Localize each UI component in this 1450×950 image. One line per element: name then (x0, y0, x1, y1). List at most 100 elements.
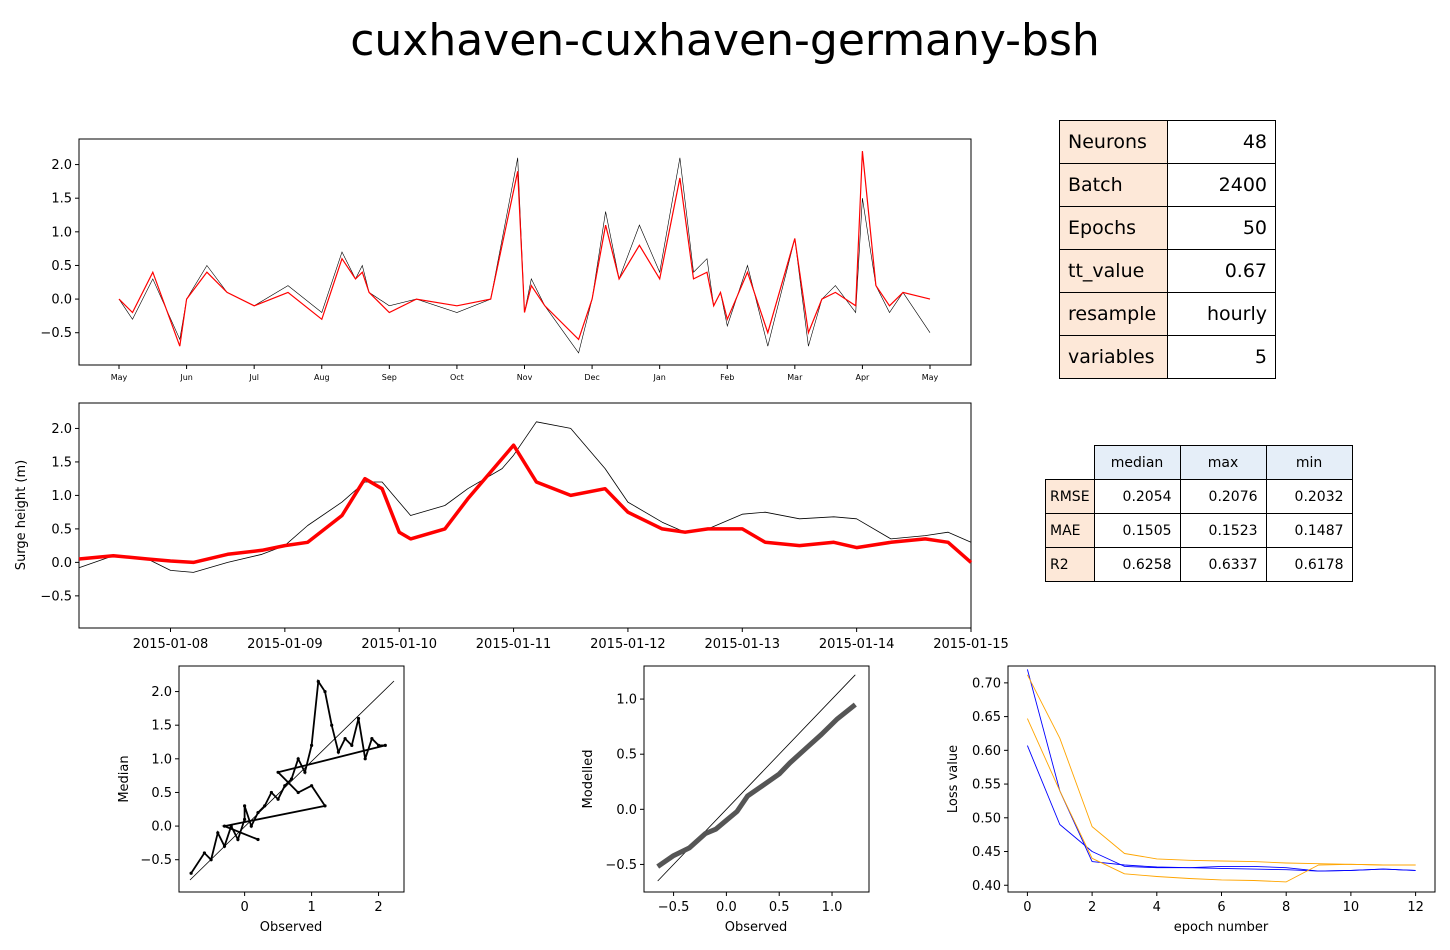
scatter-y-label: Median (117, 755, 132, 802)
annual-x-tick-label: Oct (450, 373, 464, 382)
qq-x-label: Observed (725, 920, 788, 935)
metrics-header-row: median max min (1046, 445, 1353, 480)
qq-x-tick-label: −0.5 (658, 900, 690, 915)
loss-series-line (1026, 674, 1416, 866)
params-row: variables 5 (1059, 335, 1276, 379)
qq-x-axis: −0.5 0.0 0.5 1.0 (658, 892, 842, 915)
params-row: tt_value 0.67 (1059, 249, 1276, 293)
scatter-point (209, 858, 213, 862)
params-row: Epochs 50 (1059, 206, 1276, 250)
metrics-row: MAE 0.1505 0.1523 0.1487 (1045, 513, 1353, 548)
scatter-point (256, 837, 260, 842)
scatter-x-tick-label: 2 (374, 900, 382, 915)
week-x-tick-label: 2015-01-14 (819, 637, 895, 652)
qq-y-tick-label: −0.5 (605, 858, 637, 873)
params-table: Neurons 48 Batch 2400 Epochs 50 tt_value 0.6… (1059, 120, 1276, 379)
scatter-y-axis: −0.5 0.0 0.5 1.0 1.5 2.0 (140, 685, 179, 868)
annual-series (118, 151, 931, 354)
param-key: resample (1059, 292, 1168, 336)
week-x-tick-label: 2015-01-11 (476, 637, 552, 652)
week-x-tick-label: 2015-01-09 (247, 637, 323, 652)
param-key: tt_value (1059, 249, 1168, 293)
loss-x-tick-label: 8 (1282, 900, 1290, 915)
annual-x-tick-label: Aug (314, 373, 330, 382)
loss-x-tick-label: 0 (1023, 900, 1031, 915)
qq-series-line (656, 702, 857, 869)
week-x-tick-label: 2015-01-15 (933, 637, 1009, 652)
week-series-line (78, 421, 972, 573)
metrics-row: RMSE 0.2054 0.2076 0.2032 (1045, 479, 1353, 514)
scatter-x-label: Observed (260, 920, 323, 935)
week-y-tick-label: 2.0 (51, 422, 72, 437)
metrics-row-label: R2 (1045, 547, 1095, 582)
loss-x-tick-label: 4 (1153, 900, 1161, 915)
scatter-point (222, 844, 227, 848)
qq-chart: −0.5 0.0 0.5 1.0 −0.5 0.0 0.5 1.0 Observed Mod… (581, 665, 870, 935)
annual-chart-frame (78, 138, 972, 366)
annual-x-tick-label: Mar (787, 373, 803, 382)
scatter-point (383, 743, 387, 748)
loss-x-label: epoch number (1174, 920, 1269, 935)
loss-y-tick-label: 0.40 (972, 879, 1001, 894)
metrics-cell: 0.2076 (1179, 479, 1267, 514)
qq-y-tick-label: 1.0 (616, 693, 637, 708)
week-y-tick-label: 0.5 (51, 522, 72, 537)
loss-x-axis: 0 2 4 6 8 10 12 (1023, 892, 1424, 915)
week-y-axis: −0.5 0.0 0.5 1.0 1.5 2.0 (40, 422, 79, 604)
scatter-point (256, 811, 260, 815)
week-series-line (78, 443, 973, 565)
scatter-y-tick-label: −0.5 (140, 853, 172, 868)
loss-y-label: Loss value (946, 745, 961, 813)
annual-y-tick-label: −0.5 (40, 326, 72, 341)
loss-series (1026, 669, 1416, 883)
param-value: 50 (1167, 206, 1276, 250)
scatter-point (263, 804, 267, 808)
scatter-point (323, 804, 327, 808)
week-x-axis: 2015-01-08 2015-01-09 2015-01-10 2015-01-11… (133, 628, 1009, 652)
annual-y-tick-label: 1.0 (51, 225, 72, 240)
param-key: Batch (1059, 163, 1168, 207)
week-chart-frame (78, 402, 972, 629)
param-value: 5 (1167, 335, 1276, 379)
scatter-point (310, 743, 314, 748)
param-key: variables (1059, 335, 1168, 379)
scatter-point (269, 790, 273, 795)
scatter-point (289, 777, 294, 781)
week-y-tick-label: 1.0 (51, 489, 72, 504)
scatter-point (283, 784, 287, 788)
metrics-cell: 0.1523 (1179, 513, 1267, 548)
metrics-col-header: min (1265, 445, 1353, 480)
annual-series-line (118, 151, 931, 347)
week-series (78, 421, 973, 573)
annual-x-tick-label: Apr (855, 373, 870, 382)
scatter-y-tick-label: 1.5 (151, 719, 172, 734)
scatter-point (202, 851, 206, 855)
loss-y-tick-label: 0.55 (972, 778, 1001, 793)
scatter-points (189, 678, 387, 875)
loss-series-line (1026, 718, 1416, 883)
scatter-point (303, 770, 307, 774)
scatter-point (377, 743, 381, 748)
scatter-point (296, 790, 300, 795)
loss-x-tick-label: 10 (1343, 900, 1360, 915)
metrics-cell: 0.1505 (1093, 513, 1181, 548)
param-value: 48 (1167, 120, 1276, 164)
annual-series-line (118, 157, 931, 354)
annual-x-axis: May Jun Jul Aug Sep Oct Nov Dec Jan Feb Mar Apr May (111, 365, 939, 382)
params-row: Batch 2400 (1059, 163, 1276, 207)
scatter-point (229, 824, 233, 828)
metrics-cell: 0.6337 (1179, 547, 1267, 582)
annual-x-tick-label: Jul (248, 373, 259, 382)
scatter-point (350, 743, 354, 748)
loss-y-tick-label: 0.65 (972, 710, 1001, 725)
annual-x-tick-label: May (111, 373, 128, 382)
scatter-y-tick-label: 0.0 (151, 820, 172, 835)
loss-y-tick-label: 0.50 (972, 811, 1001, 826)
scatter-point (323, 690, 327, 694)
scatter-point (222, 824, 227, 828)
scatter-point (249, 824, 253, 828)
annual-y-tick-label: 0.5 (51, 259, 72, 274)
qq-y-tick-label: 0.0 (616, 803, 637, 818)
metrics-cell: 0.1487 (1265, 513, 1353, 548)
